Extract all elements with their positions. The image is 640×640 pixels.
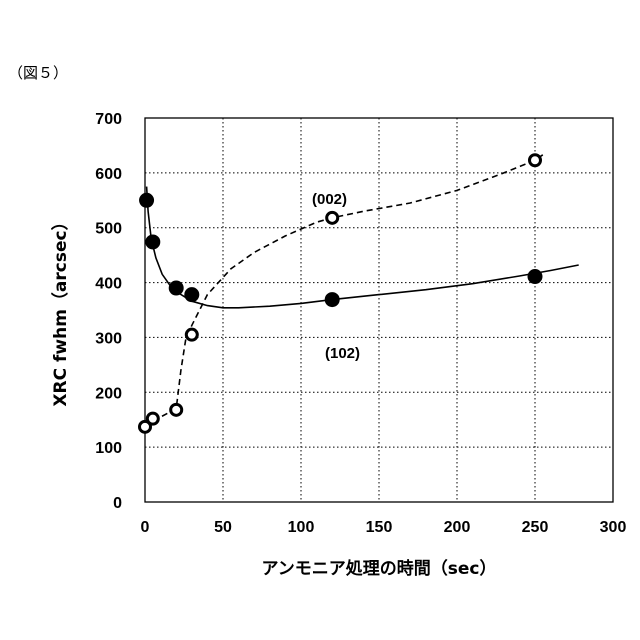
y-tick-label: 400 [95, 276, 122, 293]
y-tick-label: 600 [95, 166, 122, 183]
data-point-102 [169, 281, 183, 295]
y-tick-label: 500 [95, 221, 122, 238]
data-point-102 [146, 235, 160, 249]
x-tick-label: 100 [288, 519, 315, 536]
tick-labels: 0 50 100 150 200 250 300 0 100 200 300 400 500 600 700 [95, 111, 626, 536]
x-tick-label: 300 [600, 519, 627, 536]
y-tick-label: 700 [95, 111, 122, 128]
x-tick-label: 0 [141, 519, 150, 536]
y-tick-label: 100 [95, 440, 122, 457]
y-tick-label: 300 [95, 330, 122, 347]
grid [145, 118, 613, 502]
data-point-002 [171, 404, 182, 415]
data-point-102 [325, 293, 339, 307]
data-point-002 [327, 212, 338, 223]
x-tick-label: 200 [444, 519, 471, 536]
data-point-002 [530, 155, 541, 166]
y-tick-label: 200 [95, 385, 122, 402]
data-point-102 [528, 270, 542, 284]
x-axis-title: アンモニア処理の時間（sec） [261, 558, 496, 579]
x-tick-label: 150 [366, 519, 393, 536]
data-point-002 [147, 413, 158, 424]
data-point-002 [186, 329, 197, 340]
series-label-102: (102) [325, 345, 360, 362]
series-curves [145, 155, 579, 427]
x-tick-label: 250 [522, 519, 549, 536]
data-point-102 [140, 193, 154, 207]
series-label-002: (002) [312, 191, 347, 208]
data-point-102 [185, 288, 199, 302]
y-tick-label: 0 [113, 495, 122, 512]
x-tick-label: 50 [214, 519, 232, 536]
y-axis-title: XRC fwhm（arcsec） [50, 213, 71, 406]
